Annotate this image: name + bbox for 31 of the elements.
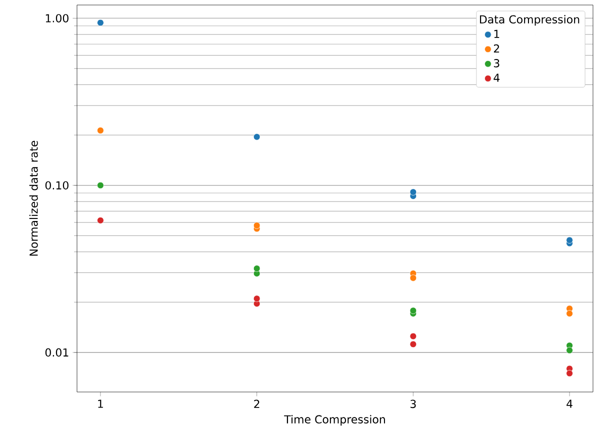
- x-tick-label: 4: [566, 400, 572, 408]
- point: [410, 274, 417, 282]
- legend-label: 3: [494, 59, 500, 68]
- legend-label: 4: [494, 74, 500, 82]
- point: [253, 133, 260, 140]
- y-tick-label: 0.01: [45, 348, 68, 357]
- point: [97, 182, 104, 189]
- x-tick-label: 3: [410, 400, 416, 408]
- point: [566, 236, 573, 244]
- legend-title: Data Compression: [480, 15, 580, 26]
- point: [253, 265, 260, 272]
- x-axis-title: Time Compression: [284, 414, 385, 426]
- point: [253, 295, 260, 302]
- point: [410, 340, 417, 348]
- point: [97, 19, 104, 26]
- point: [97, 216, 104, 224]
- y-tick-label: 1.00: [46, 14, 68, 22]
- point: [566, 346, 573, 354]
- point: [410, 332, 417, 340]
- y-tick-label: 0.10: [45, 181, 68, 190]
- point: [97, 127, 104, 134]
- x-tick-label: 2: [254, 400, 260, 408]
- legend-label: 2: [494, 44, 500, 53]
- x-tick-label: 1: [98, 400, 103, 408]
- y-axis-title: Normalized data rate: [29, 140, 38, 256]
- point: [253, 222, 260, 229]
- point: [410, 188, 417, 196]
- legend-label: 1: [494, 30, 500, 38]
- point: [410, 307, 417, 314]
- point: [566, 370, 573, 377]
- point: [566, 310, 573, 317]
